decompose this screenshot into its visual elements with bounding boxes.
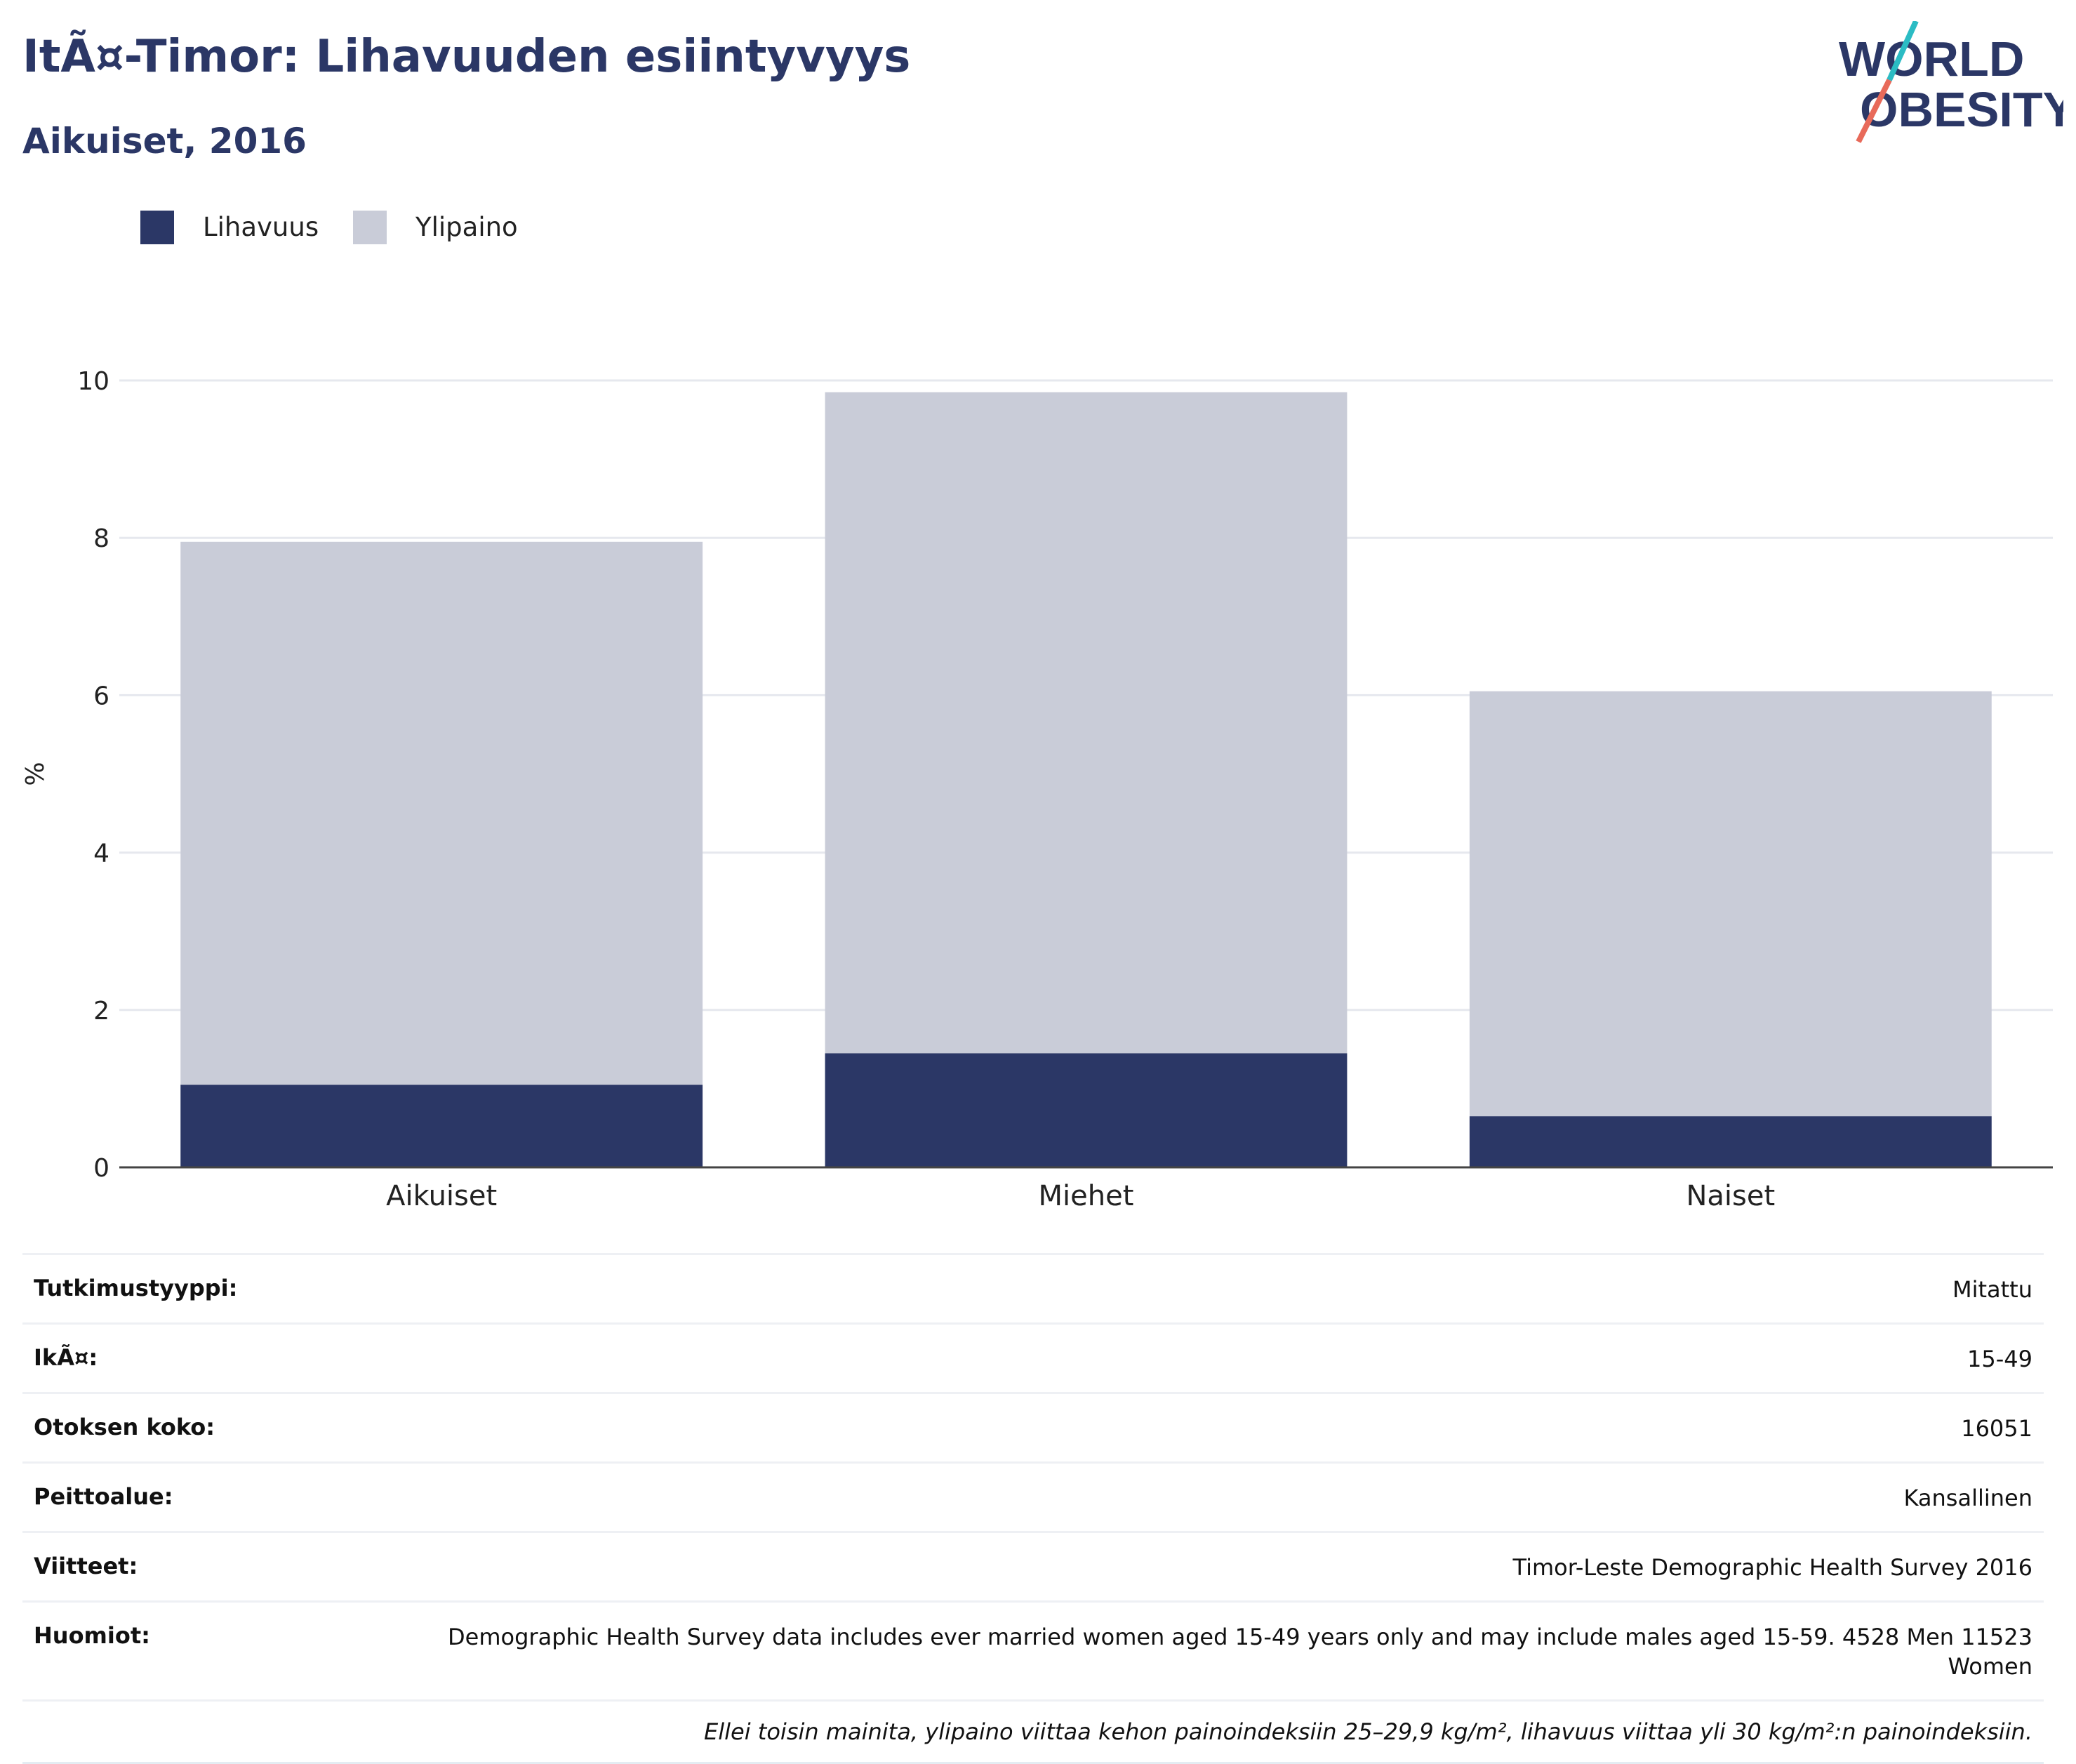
info-label: Otoksen koko: <box>34 1414 215 1440</box>
logo-text-obesity: OBESITY <box>1860 82 2063 137</box>
info-label: Tutkimustyyppi: <box>34 1275 238 1301</box>
info-value: 16051 <box>1961 1415 2032 1442</box>
y-tick-label: 6 <box>93 682 109 710</box>
info-value: Mitattu <box>1952 1276 2032 1303</box>
y-tick-label: 10 <box>77 367 109 396</box>
bar-lihavuus-miehet[interactable] <box>825 1053 1348 1167</box>
legend-swatch-lihavuus <box>140 211 174 244</box>
bar-ylipaino-miehet[interactable] <box>825 392 1348 1054</box>
y-tick-label: 4 <box>93 840 109 868</box>
metadata-table: Tutkimustyyppi: Mitattu IkÃ¤: 15-49 Otok… <box>22 1253 2044 1764</box>
info-label: Huomiot: <box>34 1622 150 1649</box>
y-tick-label: 8 <box>93 524 109 553</box>
info-row-references: Viitteet: Timor-Leste Demographic Health… <box>22 1533 2044 1603</box>
legend-label-ylipaino: Ylipaino <box>415 212 518 242</box>
bar-chart: 0 2 4 6 8 10 Aikuiset Miehet Naiset % <box>21 367 2053 1212</box>
bar-lihavuus-aikuiset[interactable] <box>180 1085 703 1167</box>
x-tick-label: Aikuiset <box>386 1180 497 1212</box>
info-row-study-type: Tutkimustyyppi: Mitattu <box>22 1255 2044 1325</box>
y-tick-label: 2 <box>93 997 109 1026</box>
world-obesity-logo: WORLD OBESITY <box>1839 21 2063 143</box>
legend-swatch-ylipaino <box>353 211 387 244</box>
bar-ylipaino-aikuiset[interactable] <box>180 541 703 1085</box>
info-label: IkÃ¤: <box>34 1344 98 1371</box>
info-row-sample-size: Otoksen koko: 16051 <box>22 1394 2044 1464</box>
info-label: Peittoalue: <box>34 1483 173 1510</box>
y-tick-label: 0 <box>93 1154 109 1183</box>
info-value: Demographic Health Survey data includes … <box>448 1624 2032 1680</box>
info-value: Timor-Leste Demographic Health Survey 20… <box>1512 1554 2032 1581</box>
logo-text-world: WORLD <box>1839 32 2024 86</box>
info-row-coverage: Peittoalue: Kansallinen <box>22 1464 2044 1533</box>
y-axis-label: % <box>21 762 50 785</box>
legend-label-lihavuus: Lihavuus <box>203 212 319 242</box>
info-row-age: IkÃ¤: 15-49 <box>22 1325 2044 1394</box>
definition-footnote: Ellei toisin mainita, ylipaino viittaa k… <box>22 1702 2044 1764</box>
bar-lihavuus-naiset[interactable] <box>1469 1116 1992 1167</box>
chart-title: ItÃ¤-Timor: Lihavuuden esiintyvyys <box>22 31 911 83</box>
bar-ylipaino-naiset[interactable] <box>1469 691 1992 1117</box>
chart-subtitle: Aikuiset, 2016 <box>22 121 307 161</box>
info-row-notes: Huomiot: Demographic Health Survey data … <box>22 1603 2044 1702</box>
info-value: 15-49 <box>1967 1346 2032 1372</box>
logo-slash-teal <box>1887 21 1919 81</box>
info-value: Kansallinen <box>1903 1485 2032 1511</box>
logo-slash-coral <box>1856 79 1892 143</box>
axes: 0 2 4 6 8 10 Aikuiset Miehet Naiset <box>77 367 2053 1212</box>
x-tick-label: Naiset <box>1686 1180 1775 1212</box>
x-tick-label: Miehet <box>1039 1180 1134 1212</box>
info-label: Viitteet: <box>34 1553 138 1579</box>
bars <box>180 392 1992 1167</box>
